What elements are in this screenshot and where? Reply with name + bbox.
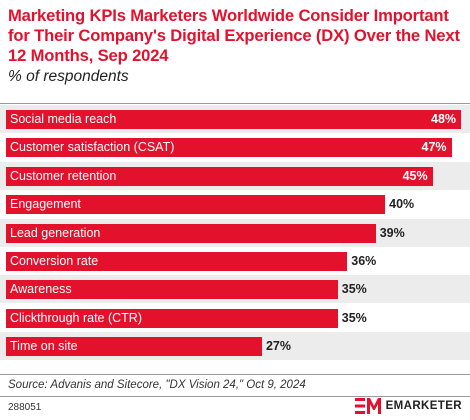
bar-value-label: 36% (351, 254, 377, 268)
bar-label: Customer retention (10, 168, 117, 183)
bar-label: Customer satisfaction (CSAT) (10, 140, 175, 155)
bar-row: Lead generation 39% (0, 218, 470, 247)
bar-label: Social media reach (10, 112, 117, 126)
bar-value-label: 35% (341, 282, 367, 297)
bar (6, 223, 376, 243)
bar (6, 337, 262, 357)
bar-row: Engagement 40% (0, 190, 470, 218)
bar-row: Time on site 27% (0, 332, 470, 361)
bar-value-label: 27% (265, 339, 291, 354)
bar-value-label: 45% (402, 168, 428, 183)
bar-chart: Social media reach 48% Customer satisfacti… (0, 105, 470, 375)
bar-label: Engagement (10, 197, 81, 212)
bar-label: Clickthrough rate (CTR) (10, 310, 142, 325)
bottom-divider (0, 374, 470, 375)
bar-value-label: 48% (431, 112, 457, 126)
chart-source: Source: Advanis and Sitecore, "DX Vision… (8, 379, 306, 391)
bar-label: Conversion rate (10, 254, 99, 268)
bar-value-label: 39% (379, 225, 405, 240)
footer-divider (0, 396, 470, 397)
bar-value-label: 40% (389, 197, 415, 212)
bar (6, 280, 338, 300)
bar-value-label: 47% (421, 140, 447, 155)
bar (6, 138, 452, 158)
bar (6, 252, 348, 271)
top-divider (0, 103, 470, 104)
bar-row: Customer retention 45% (0, 161, 470, 190)
chart-title: Marketing KPIs Marketers Worldwide Consi… (8, 6, 460, 65)
em-logo-icon (354, 398, 381, 414)
chart-id: 288051 (8, 402, 42, 413)
bar (6, 110, 461, 129)
bar (6, 308, 338, 328)
bar-label: Awareness (10, 282, 72, 297)
brand-logo: EMARKETER (354, 397, 462, 415)
bar-row: Clickthrough rate (CTR) 35% (0, 304, 470, 332)
bar-row: Awareness 35% (0, 275, 470, 304)
brand-name: EMARKETER (385, 400, 462, 412)
bar-label: Lead generation (10, 225, 101, 240)
bar-row: Conversion rate 36% (0, 247, 470, 275)
bar-row: Social media reach 48% (0, 105, 470, 133)
bar-row: Customer satisfaction (CSAT) 47% (0, 133, 470, 161)
chart-subtitle: % of respondents (8, 68, 129, 85)
bar-value-label: 35% (341, 310, 367, 325)
bar (6, 166, 433, 186)
bar (6, 195, 386, 215)
bar-label: Time on site (10, 339, 78, 354)
